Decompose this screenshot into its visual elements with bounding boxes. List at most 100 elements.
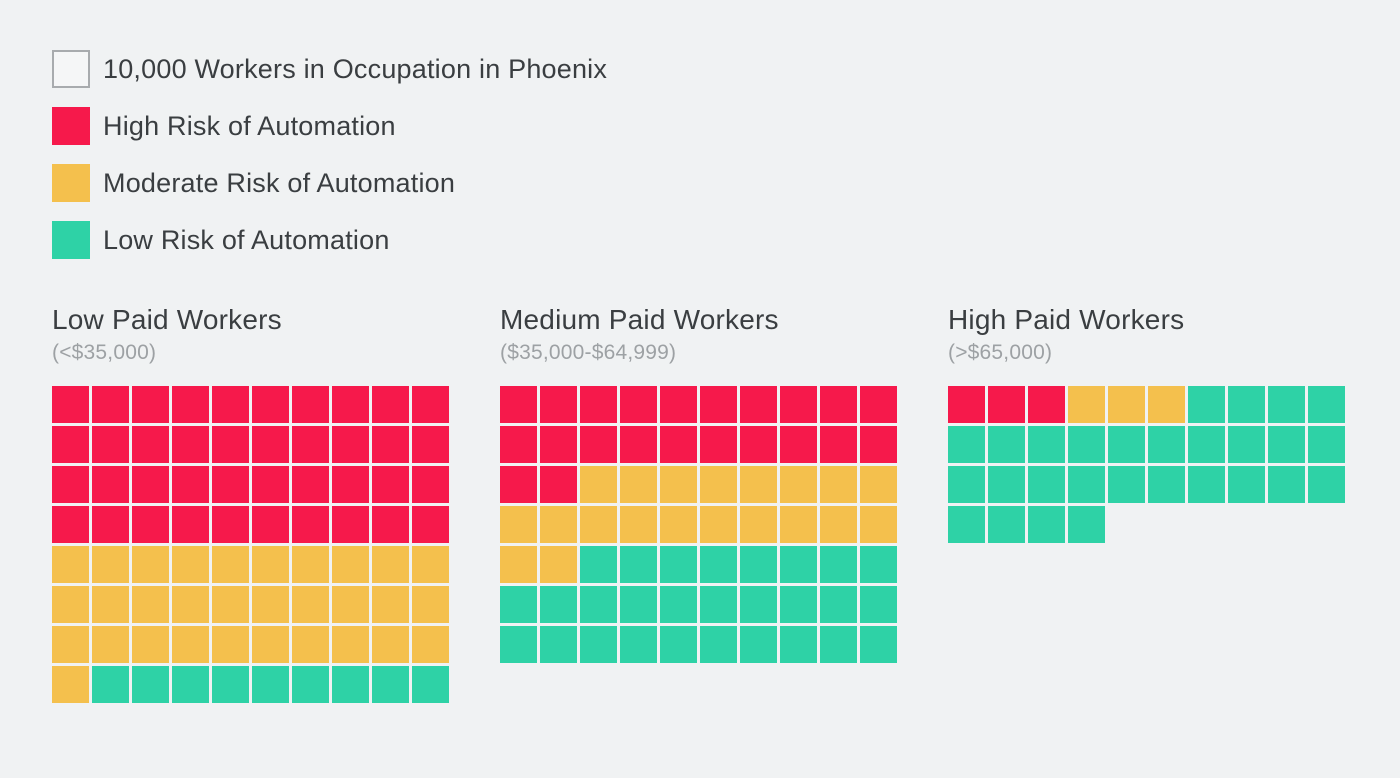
waffle-cell-low-risk bbox=[988, 506, 1025, 544]
waffle-cell-moderate-risk bbox=[780, 466, 817, 504]
waffle-cell-high-risk bbox=[52, 426, 89, 464]
waffle-cell-high-risk bbox=[372, 466, 409, 504]
waffle-cell-high-risk bbox=[988, 386, 1025, 424]
charts-row: Low Paid Workers (<$35,000) Medium Paid … bbox=[52, 304, 1400, 704]
waffle-cell-moderate-risk bbox=[820, 466, 857, 504]
waffle-cell-high-risk bbox=[332, 386, 369, 424]
waffle-cell-low-risk bbox=[988, 426, 1025, 464]
waffle-cell-low-risk bbox=[740, 586, 777, 624]
waffle-cell-high-risk bbox=[660, 386, 697, 424]
waffle-cell-low-risk bbox=[1068, 466, 1105, 504]
waffle-cell-low-risk bbox=[620, 586, 657, 624]
legend-item-moderate-risk: Moderate Risk of Automation bbox=[52, 164, 1400, 202]
waffle-cell-high-risk bbox=[52, 466, 89, 504]
waffle-cell-high-risk bbox=[132, 466, 169, 504]
waffle-cell-low-risk bbox=[780, 546, 817, 584]
waffle-cell-high-risk bbox=[820, 386, 857, 424]
legend-swatch-high-risk bbox=[52, 107, 90, 145]
waffle-cell-low-risk bbox=[580, 586, 617, 624]
waffle-cell-high-risk bbox=[580, 386, 617, 424]
waffle-grid-low-paid bbox=[52, 386, 449, 704]
waffle-cell-high-risk bbox=[92, 426, 129, 464]
waffle-cell-moderate-risk bbox=[412, 626, 449, 664]
chart-title: Low Paid Workers bbox=[52, 304, 282, 335]
waffle-cell-moderate-risk bbox=[740, 506, 777, 544]
waffle-cell-moderate-risk bbox=[620, 506, 657, 544]
waffle-cell-low-risk bbox=[1068, 506, 1105, 544]
waffle-cell-moderate-risk bbox=[780, 506, 817, 544]
waffle-cell-moderate-risk bbox=[332, 546, 369, 584]
waffle-cell-moderate-risk bbox=[1148, 386, 1185, 424]
waffle-cell-moderate-risk bbox=[172, 546, 209, 584]
legend-high-risk-label: High Risk of Automation bbox=[103, 110, 396, 141]
waffle-cell-moderate-risk bbox=[580, 466, 617, 504]
waffle-cell-low-risk bbox=[1228, 426, 1265, 464]
waffle-cell-moderate-risk bbox=[132, 546, 169, 584]
waffle-cell-low-risk bbox=[1188, 386, 1225, 424]
waffle-cell-moderate-risk bbox=[700, 506, 737, 544]
waffle-cell-moderate-risk bbox=[172, 586, 209, 624]
waffle-cell-high-risk bbox=[700, 426, 737, 464]
waffle-cell-low-risk bbox=[212, 666, 249, 704]
chart-title: High Paid Workers bbox=[948, 304, 1185, 335]
waffle-cell-low-risk bbox=[740, 626, 777, 664]
waffle-cell-high-risk bbox=[132, 386, 169, 424]
waffle-cell-low-risk bbox=[860, 586, 897, 624]
chart-low-paid-workers: Low Paid Workers (<$35,000) bbox=[52, 304, 449, 704]
legend-low-risk-label: Low Risk of Automation bbox=[103, 224, 390, 255]
waffle-cell-low-risk bbox=[740, 546, 777, 584]
waffle-cell-moderate-risk bbox=[372, 626, 409, 664]
waffle-cell-low-risk bbox=[1228, 386, 1265, 424]
waffle-cell-moderate-risk bbox=[92, 626, 129, 664]
waffle-cell-moderate-risk bbox=[540, 546, 577, 584]
waffle-cell-low-risk bbox=[1308, 386, 1345, 424]
waffle-cell-moderate-risk bbox=[52, 546, 89, 584]
waffle-cell-moderate-risk bbox=[660, 466, 697, 504]
chart-subtitle: ($35,000-$64,999) bbox=[500, 341, 677, 365]
chart-high-paid-workers: High Paid Workers (>$65,000) bbox=[948, 304, 1345, 703]
waffle-cell-high-risk bbox=[620, 386, 657, 424]
waffle-cell-high-risk bbox=[92, 506, 129, 544]
legend-swatch-moderate-risk bbox=[52, 164, 90, 202]
legend: 10,000 Workers in Occupation in Phoenix … bbox=[52, 50, 1400, 259]
waffle-cell-low-risk bbox=[92, 666, 129, 704]
legend-item-high-risk: High Risk of Automation bbox=[52, 107, 1400, 145]
waffle-cell-high-risk bbox=[700, 386, 737, 424]
waffle-cell-high-risk bbox=[252, 506, 289, 544]
waffle-cell-high-risk bbox=[540, 466, 577, 504]
waffle-cell-moderate-risk bbox=[252, 546, 289, 584]
waffle-cell-high-risk bbox=[332, 506, 369, 544]
waffle-cell-low-risk bbox=[820, 626, 857, 664]
waffle-cell-low-risk bbox=[620, 546, 657, 584]
waffle-cell-low-risk bbox=[820, 546, 857, 584]
waffle-cell-low-risk bbox=[500, 586, 537, 624]
waffle-cell-low-risk bbox=[1028, 466, 1065, 504]
waffle-cell-low-risk bbox=[412, 666, 449, 704]
waffle-cell-moderate-risk bbox=[332, 626, 369, 664]
chart-title: Medium Paid Workers bbox=[500, 304, 779, 335]
waffle-cell-moderate-risk bbox=[292, 626, 329, 664]
waffle-cell-low-risk bbox=[1148, 466, 1185, 504]
waffle-cell-low-risk bbox=[780, 626, 817, 664]
waffle-grid-medium-paid bbox=[500, 386, 897, 664]
waffle-cell-high-risk bbox=[172, 466, 209, 504]
waffle-cell-moderate-risk bbox=[820, 506, 857, 544]
waffle-cell-high-risk bbox=[372, 386, 409, 424]
waffle-cell-high-risk bbox=[172, 386, 209, 424]
waffle-cell-moderate-risk bbox=[412, 546, 449, 584]
waffle-cell-high-risk bbox=[332, 466, 369, 504]
waffle-cell-high-risk bbox=[500, 426, 537, 464]
legend-swatch-low-risk bbox=[52, 221, 90, 259]
waffle-cell-high-risk bbox=[212, 466, 249, 504]
waffle-cell-moderate-risk bbox=[500, 546, 537, 584]
waffle-cell-low-risk bbox=[988, 466, 1025, 504]
waffle-cell-low-risk bbox=[1188, 426, 1225, 464]
waffle-cell-low-risk bbox=[1108, 466, 1145, 504]
waffle-cell-high-risk bbox=[372, 426, 409, 464]
waffle-cell-high-risk bbox=[412, 466, 449, 504]
waffle-cell-low-risk bbox=[1028, 506, 1065, 544]
waffle-grid-high-paid bbox=[948, 386, 1345, 544]
waffle-cell-low-risk bbox=[372, 666, 409, 704]
legend-item-low-risk: Low Risk of Automation bbox=[52, 221, 1400, 259]
waffle-cell-low-risk bbox=[1308, 426, 1345, 464]
